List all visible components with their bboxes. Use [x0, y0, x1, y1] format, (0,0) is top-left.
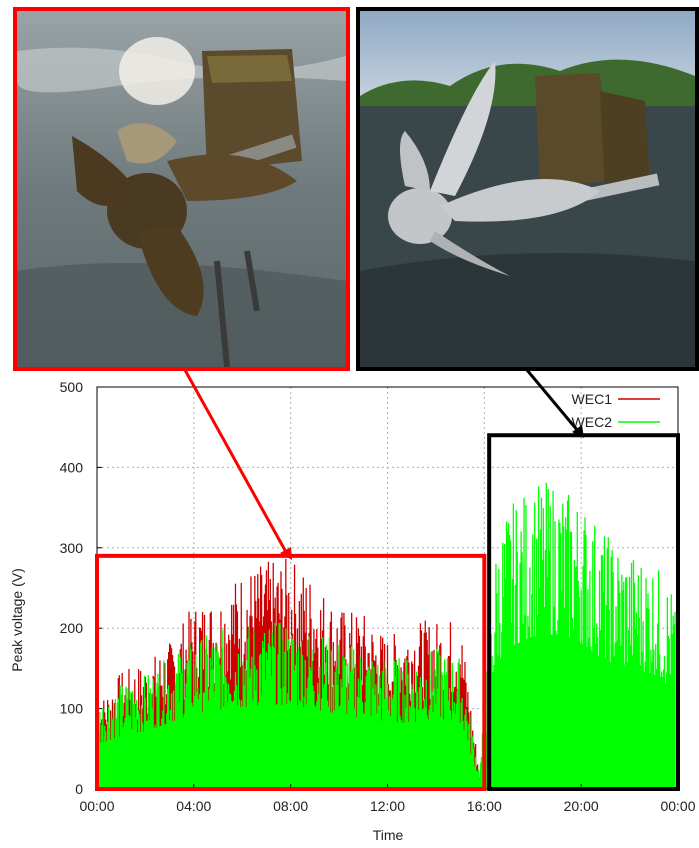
y-tick-label: 300 — [60, 540, 84, 556]
legend-label-wec1: WEC1 — [572, 391, 613, 407]
legend: WEC1 WEC2 — [572, 391, 660, 430]
x-tick-label: 04:00 — [176, 798, 211, 814]
x-tick-label: 16:00 — [467, 798, 502, 814]
x-tick-label: 08:00 — [273, 798, 308, 814]
clean-turbine-illustration — [360, 11, 695, 367]
voltage-bars — [96, 482, 676, 789]
connector-arrows — [183, 370, 584, 560]
wec2-base-area — [97, 634, 676, 789]
x-tick-label: 12:00 — [370, 798, 405, 814]
y-axis-label: Peak voltage (V) — [9, 568, 25, 672]
legend-label-wec2: WEC2 — [572, 414, 613, 430]
x-axis-label: Time — [373, 827, 404, 843]
fouled-turbine-photo — [13, 7, 350, 371]
y-tick-label: 400 — [60, 459, 84, 475]
x-tick-label: 20:00 — [564, 798, 599, 814]
clean-period-box — [487, 433, 680, 792]
y-tick-label: 200 — [60, 620, 84, 636]
y-tick-label: 0 — [75, 781, 83, 797]
y-tick-label: 500 — [60, 379, 84, 395]
clean-turbine-photo — [356, 7, 699, 371]
x-tick-label: 00:00 — [660, 798, 695, 814]
red-arrow — [183, 370, 288, 553]
x-tick-label: 00:00 — [79, 798, 114, 814]
red-arrow-head — [280, 547, 292, 560]
peak-voltage-chart: 00:00 04:00 08:00 12:00 16:00 20:00 00:0001002… — [9, 370, 696, 843]
tick-labels: 00:00 04:00 08:00 12:00 16:00 20:00 00:0001002… — [60, 379, 696, 814]
black-arrow-head — [572, 425, 584, 438]
y-tick-label: 100 — [60, 701, 84, 717]
fouled-turbine-illustration — [17, 11, 346, 367]
black-arrow — [525, 370, 580, 432]
